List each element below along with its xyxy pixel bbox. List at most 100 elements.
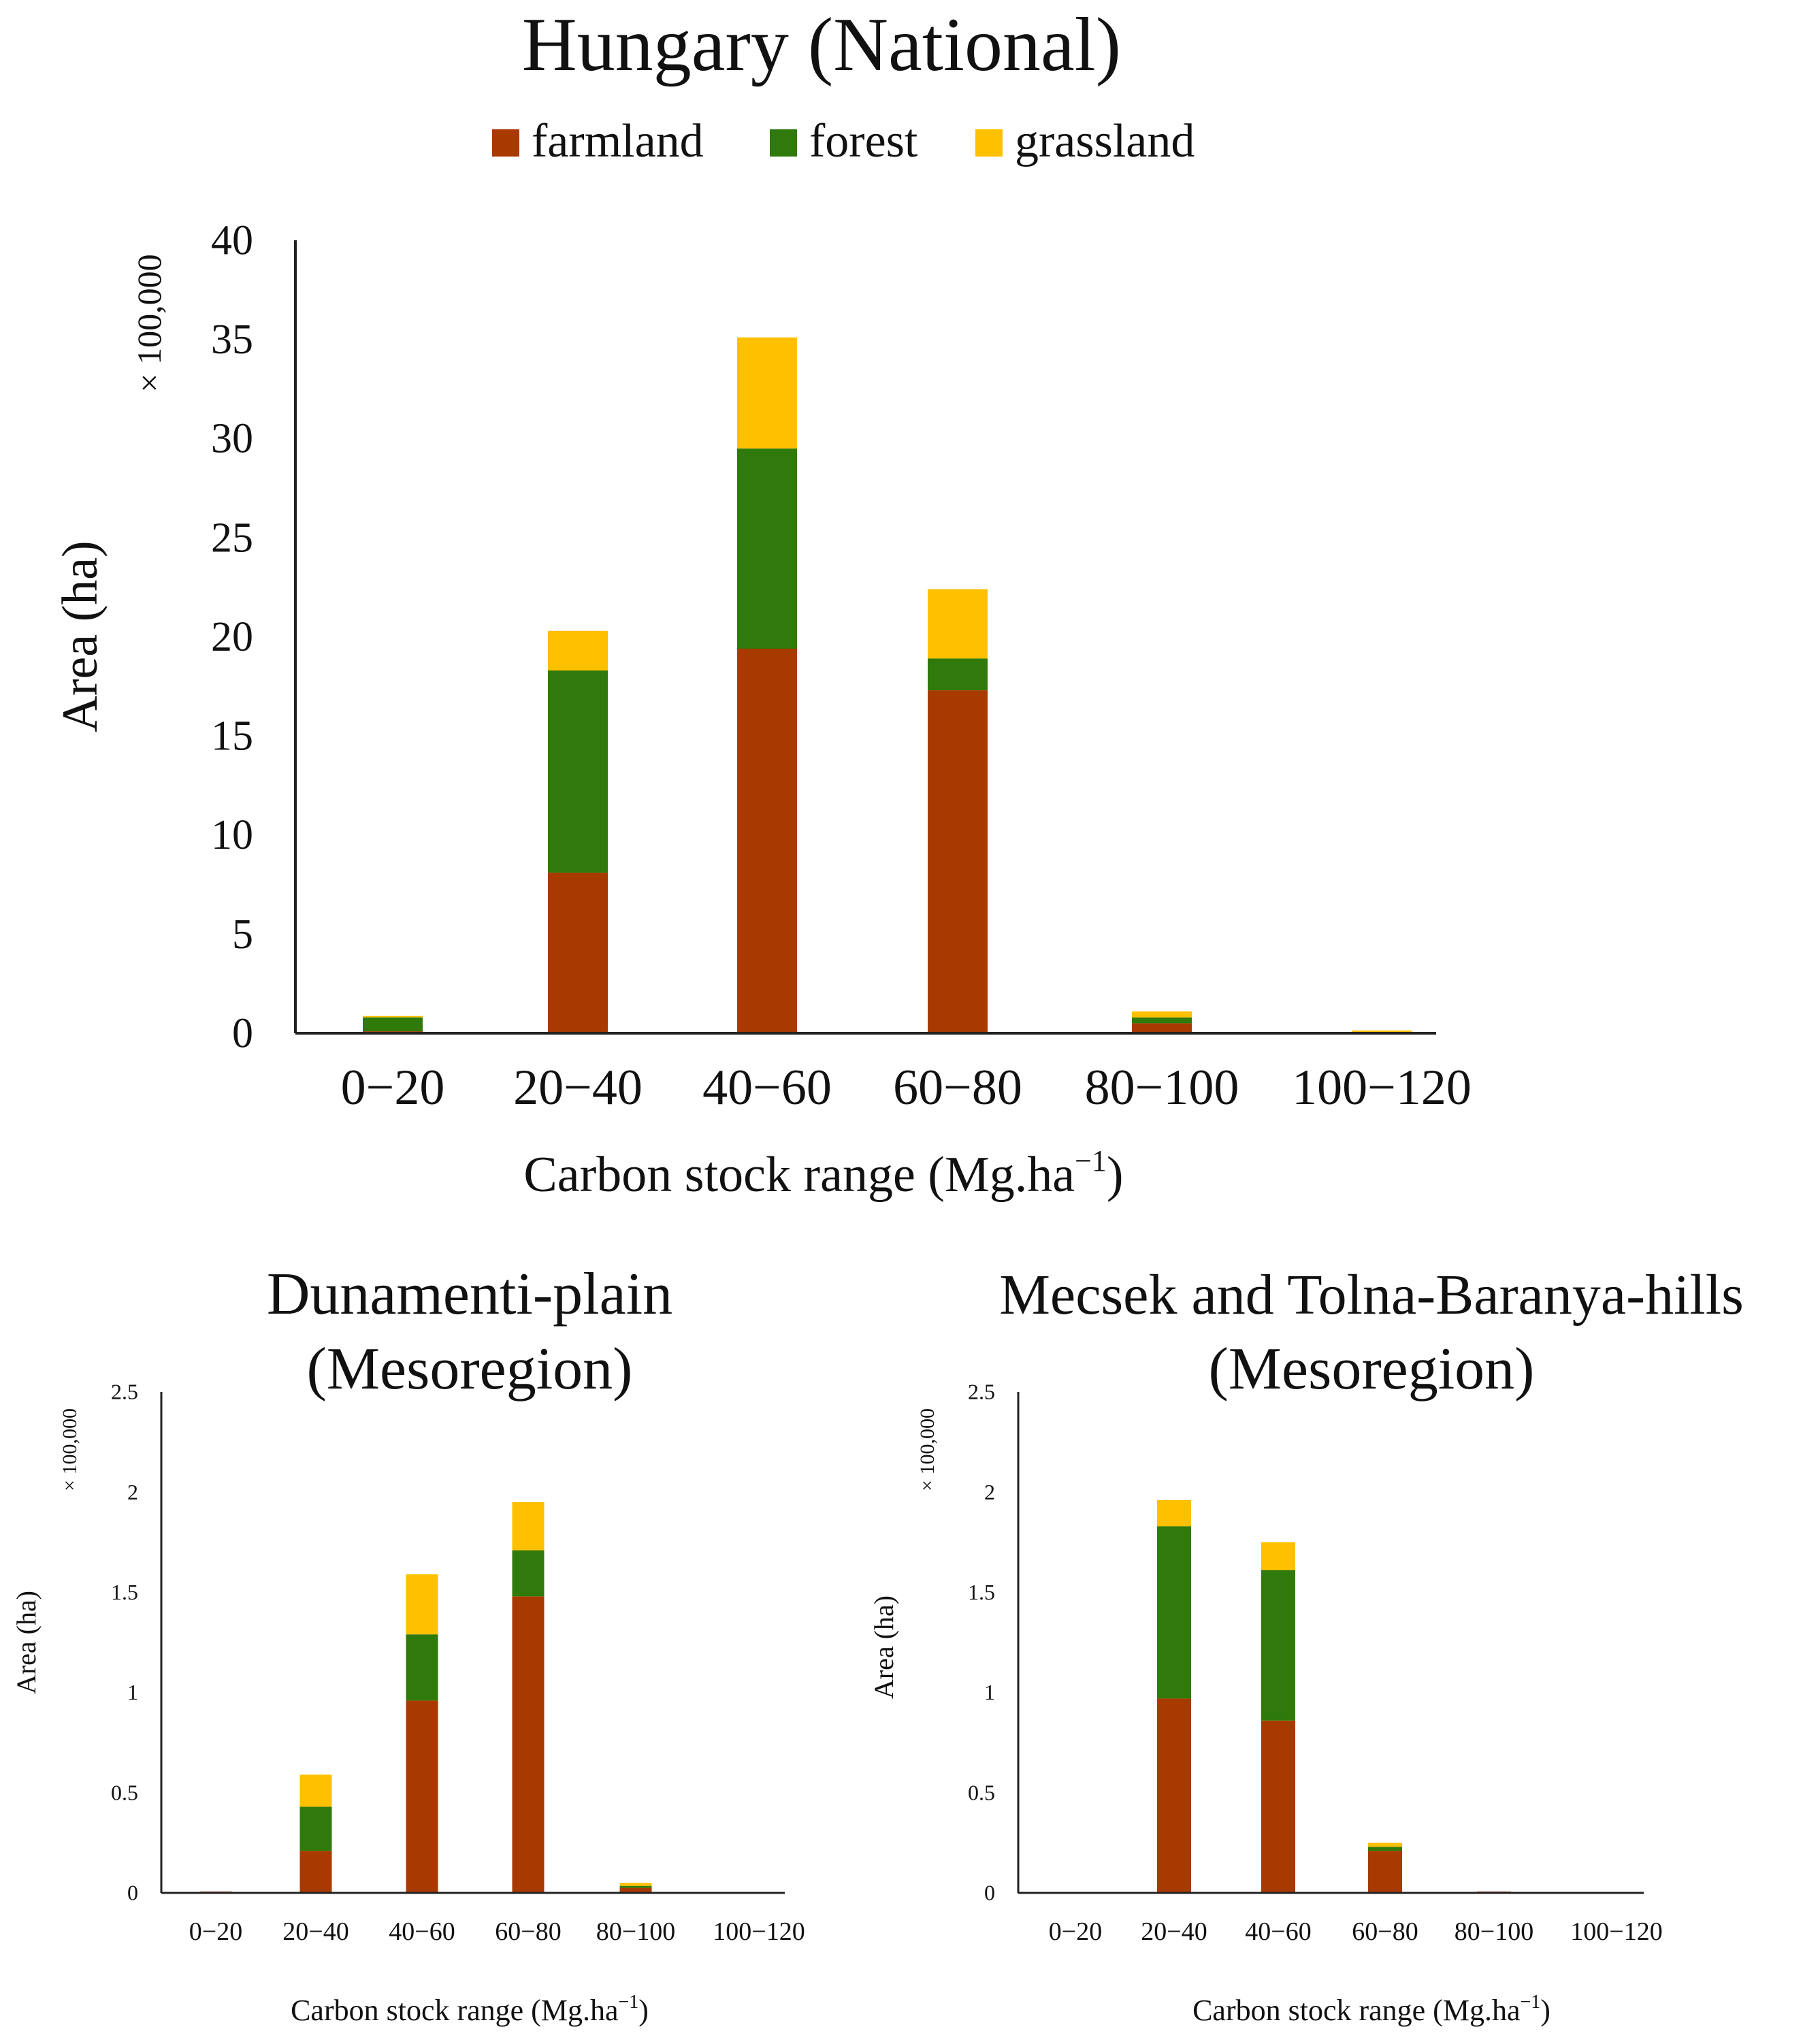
- x-axis-label-sup: −1: [1520, 1992, 1540, 2013]
- chart-dunamenti-plain: Dunamenti-plain (Mesoregion) 0 0.5 1 1.5 2 2.…: [11, 1261, 805, 2027]
- legend-label-farmland: farmland: [532, 115, 704, 167]
- y-axis-label: Area (ha): [11, 1591, 42, 1694]
- chart-mecsek-tolna-baranya-hills: Mecsek and Tolna-Baranya-hills (Mesoregi…: [868, 1263, 1744, 2027]
- bar-grassland-3: [928, 589, 988, 659]
- legend-label-forest: forest: [809, 115, 918, 167]
- y-tick-label-0: 0: [232, 1011, 253, 1057]
- bars: [363, 337, 1412, 1033]
- x-tick-label-1: 20−40: [1141, 1917, 1207, 1946]
- x-axis-label-close: ): [1107, 1147, 1124, 1203]
- y-tick-label-2: 1: [984, 1680, 995, 1704]
- x-tick-label-3: 60−80: [495, 1917, 561, 1946]
- legend-label-grassland: grassland: [1015, 115, 1195, 167]
- bar-farmland-3: [1368, 1851, 1402, 1893]
- x-tick-label-3: 60−80: [893, 1060, 1022, 1116]
- y-tick-labels: 0 5 10 15 20 25 30 35 40: [211, 218, 253, 1057]
- bar-forest-2: [737, 448, 797, 649]
- bar-grassland-2: [737, 337, 797, 449]
- y-tick-label-6: 30: [211, 416, 253, 462]
- y-scale-label: × 100,000: [916, 1408, 939, 1491]
- legend: farmland forest grassland: [492, 115, 1195, 167]
- x-tick-label-5: 100−120: [713, 1917, 805, 1946]
- y-tick-label-0: 0: [127, 1881, 138, 1905]
- y-tick-label-1: 0.5: [968, 1780, 995, 1804]
- y-tick-label-3: 1.5: [111, 1580, 138, 1604]
- x-tick-label-5: 100−120: [1570, 1917, 1662, 1946]
- x-tick-label-4: 80−100: [596, 1917, 675, 1946]
- legend-swatch-forest: [770, 129, 797, 157]
- y-tick-label-0: 0: [984, 1881, 995, 1905]
- x-axis-label-close: ): [638, 1994, 649, 2027]
- x-axis-label-text: Carbon stock range (Mg.ha: [1192, 1994, 1520, 2027]
- chart-title: Hungary (National): [522, 3, 1121, 87]
- legend-swatch-farmland: [492, 129, 519, 157]
- x-tick-labels: 0−20 20−40 40−60 60−80 80−100 100−120: [341, 1060, 1472, 1116]
- y-tick-label-3: 1.5: [968, 1580, 995, 1604]
- y-tick-labels: 0 0.5 1 1.5 2 2.5: [968, 1380, 995, 1905]
- bar-grassland-1: [548, 630, 608, 671]
- y-tick-label-1: 0.5: [111, 1780, 138, 1804]
- x-axis-label: Carbon stock range (Mg.ha−1): [1192, 1992, 1550, 2027]
- bar-grassland-1: [1157, 1500, 1191, 1527]
- bar-forest-1: [1157, 1526, 1191, 1699]
- bar-farmland-2: [406, 1700, 438, 1893]
- y-tick-label-3: 15: [211, 713, 253, 760]
- y-axis-label: Area (ha): [868, 1595, 899, 1699]
- bar-farmland-1: [299, 1851, 332, 1893]
- y-scale-label: × 100,000: [59, 1408, 81, 1491]
- x-tick-labels: 0−20 20−40 40−60 60−80 80−100 100−120: [189, 1917, 805, 1946]
- y-axis-label: Area (ha): [52, 540, 108, 732]
- y-tick-label-4: 2: [984, 1480, 995, 1504]
- y-tick-label-8: 40: [211, 218, 253, 264]
- bar-grassland-3: [1368, 1843, 1402, 1847]
- bar-farmland-2: [1261, 1720, 1295, 1893]
- bar-grassland-5: [1352, 1031, 1412, 1032]
- x-tick-label-1: 20−40: [282, 1917, 348, 1946]
- x-tick-label-4: 80−100: [1085, 1060, 1239, 1116]
- chart-national: Hungary (National) 0 5 10 15 20 25 30 35 40 0−20…: [52, 3, 1472, 1203]
- bar-forest-2: [1261, 1570, 1295, 1721]
- bar-farmland-2: [737, 649, 797, 1033]
- x-tick-label-0: 0−20: [341, 1060, 445, 1116]
- y-tick-label-5: 2.5: [968, 1380, 995, 1404]
- bar-grassland-2: [1261, 1542, 1295, 1570]
- bar-grassland-1: [299, 1774, 332, 1807]
- bar-grassland-4: [1132, 1011, 1192, 1018]
- x-axis-label-close: ): [1540, 1994, 1550, 2027]
- bars: [199, 1502, 652, 1893]
- bar-farmland-1: [1157, 1698, 1191, 1893]
- x-axis-label: Carbon stock range (Mg.ha−1): [523, 1144, 1123, 1203]
- bar-grassland-0: [363, 1016, 423, 1018]
- bar-farmland-4: [619, 1887, 652, 1893]
- x-axis-label-text: Carbon stock range (Mg.ha: [523, 1147, 1075, 1203]
- y-tick-label-1: 5: [232, 911, 253, 958]
- x-tick-label-5: 100−120: [1292, 1060, 1472, 1116]
- x-axis-label-sup: −1: [618, 1992, 638, 2013]
- y-tick-label-7: 35: [211, 317, 253, 363]
- x-tick-label-2: 40−60: [702, 1060, 832, 1116]
- x-tick-label-3: 60−80: [1352, 1917, 1418, 1946]
- x-axis-label-text: Carbon stock range (Mg.ha: [291, 1994, 618, 2027]
- y-tick-labels: 0 0.5 1 1.5 2 2.5: [111, 1380, 138, 1905]
- x-tick-label-4: 80−100: [1455, 1917, 1533, 1946]
- x-axis-label-sup: −1: [1075, 1144, 1107, 1178]
- bar-grassland-4: [619, 1883, 652, 1886]
- chart-title-line2: (Mesoregion): [1209, 1336, 1535, 1402]
- y-tick-label-2: 10: [211, 812, 253, 858]
- bar-forest-0: [363, 1017, 423, 1032]
- y-tick-label-5: 25: [211, 515, 253, 561]
- bar-farmland-3: [928, 690, 988, 1033]
- x-axis-label: Carbon stock range (Mg.ha−1): [291, 1992, 649, 2027]
- bar-forest-4: [1132, 1017, 1192, 1024]
- chart-title-line1: Dunamenti-plain: [267, 1261, 672, 1327]
- bar-forest-3: [512, 1550, 545, 1597]
- bar-forest-4: [619, 1885, 652, 1888]
- x-tick-label-0: 0−20: [189, 1917, 242, 1946]
- x-tick-labels: 0−20 20−40 40−60 60−80 80−100 100−120: [1049, 1917, 1663, 1946]
- bar-farmland-3: [512, 1596, 545, 1893]
- y-tick-label-4: 20: [211, 614, 253, 660]
- y-tick-label-2: 1: [127, 1680, 138, 1704]
- y-tick-label-4: 2: [127, 1480, 138, 1504]
- y-scale-label: × 100,000: [130, 254, 168, 392]
